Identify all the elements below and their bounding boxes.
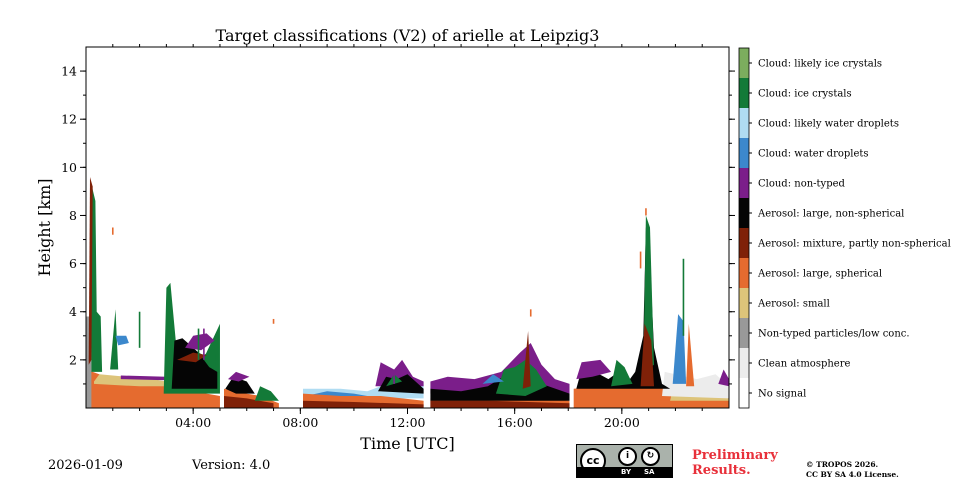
- cc-license-badge: cc i ↻ BY SA: [576, 444, 673, 478]
- legend-label-2: Non-typed particles/low conc.: [758, 329, 910, 340]
- class-region-14: [224, 396, 274, 408]
- class-spike-10: [682, 258, 685, 336]
- class-region-41: [686, 323, 695, 387]
- class-region-23: [378, 374, 424, 394]
- class-spike-6: [393, 369, 395, 384]
- class-region-30: [482, 374, 504, 384]
- x-tick-label: 04:00: [175, 415, 211, 430]
- legend-label-3: Aerosol: small: [757, 299, 830, 310]
- y-tick-label: 8: [69, 208, 77, 223]
- legend-swatch-8: [739, 138, 749, 168]
- class-spike-5: [272, 318, 275, 324]
- legend-label-7: Cloud: non-typed: [758, 179, 846, 190]
- class-region-15: [225, 376, 255, 394]
- data-gap-2: [569, 47, 574, 408]
- share-alike-icon: ↻: [641, 447, 660, 466]
- class-region-4: [88, 177, 93, 365]
- legend-swatch-11: [739, 48, 749, 78]
- x-tick-label: 12:00: [389, 415, 425, 430]
- copyright-line-1: © TROPOS 2026.: [806, 460, 879, 469]
- footer-version: Version: 4.0: [192, 458, 271, 473]
- legend-swatch-2: [739, 318, 749, 348]
- legend-colorbar-frame: [738, 47, 750, 409]
- legend-label-11: Cloud: likely ice crystals: [758, 59, 882, 70]
- y-tick-label: 14: [61, 64, 77, 79]
- cc-sa-label: SA: [644, 468, 655, 476]
- preliminary-results-note: Preliminary Results.: [692, 448, 778, 478]
- class-spike-2: [203, 328, 205, 360]
- legend-label-6: Aerosol: large, non-spherical: [757, 209, 904, 220]
- class-spike-0: [111, 227, 114, 235]
- legend-swatch-10: [739, 78, 749, 108]
- y-tick-label: 4: [69, 304, 77, 319]
- y-tick-label: 2: [69, 352, 77, 367]
- cc-badge-strip: [577, 467, 672, 477]
- legend-swatch-4: [739, 258, 749, 288]
- legend-label-1: Clean atmosphere: [758, 359, 851, 370]
- copyright-line-2: CC BY SA 4.0 License.: [806, 470, 899, 479]
- legend-swatch-5: [739, 228, 749, 258]
- class-region-29: [495, 359, 547, 396]
- class-region-26: [430, 400, 570, 408]
- class-spike-8: [639, 251, 642, 269]
- legend-label-0: No signal: [758, 389, 806, 400]
- legend-swatch-9: [739, 108, 749, 138]
- y-tick-label: 10: [61, 160, 77, 175]
- data-gap-1: [424, 47, 431, 408]
- legend-label-9: Cloud: likely water droplets: [758, 119, 899, 130]
- class-region-7: [120, 375, 167, 381]
- class-region-17: [254, 386, 279, 401]
- x-tick-label: 20:00: [604, 415, 640, 430]
- chart-title: Target classifications (V2) of arielle a…: [216, 26, 600, 45]
- attribution-person-icon: i: [618, 447, 637, 466]
- x-tick-label: 16:00: [497, 415, 533, 430]
- class-region-31: [522, 331, 531, 389]
- class-region-3: [91, 184, 103, 372]
- preliminary-line-2: Results.: [692, 463, 751, 478]
- class-region-42: [718, 369, 729, 387]
- copyright-note: © TROPOS 2026. CC BY SA 4.0 License.: [806, 460, 899, 480]
- class-spike-3: [197, 328, 200, 360]
- legend-swatch-3: [739, 288, 749, 318]
- class-spike-7: [529, 309, 532, 317]
- legend-swatch-6: [739, 198, 749, 228]
- y-axis-label: Height [km]: [35, 179, 54, 277]
- legend-label-8: Cloud: water droplets: [758, 149, 869, 160]
- class-region-39: [576, 359, 612, 380]
- preliminary-line-1: Preliminary: [692, 448, 778, 463]
- legend-label-10: Cloud: ice crystals: [758, 89, 852, 100]
- legend-swatch-1: [739, 348, 749, 378]
- footer-date: 2026-01-09: [48, 458, 123, 473]
- class-region-38: [640, 323, 654, 387]
- class-region-11: [185, 333, 215, 351]
- legend-swatch-0: [739, 378, 749, 408]
- class-region-6: [115, 335, 129, 346]
- class-region-36: [611, 359, 633, 387]
- legend-label-5: Aerosol: mixture, partly non-spherical: [757, 239, 951, 250]
- class-region-5: [110, 309, 119, 370]
- data-gap-0: [219, 47, 224, 408]
- legend-swatch-7: [739, 168, 749, 198]
- class-region-1: [94, 374, 167, 387]
- class-spike-1: [138, 311, 141, 348]
- class-spike-9: [645, 208, 647, 216]
- class-region-0: [86, 369, 220, 408]
- class-region-10: [171, 338, 218, 389]
- y-tick-label: 12: [61, 112, 77, 127]
- legend-label-4: Aerosol: large, spherical: [757, 269, 882, 280]
- x-tick-label: 08:00: [282, 415, 318, 430]
- class-region-16: [228, 371, 250, 382]
- y-tick-label: 6: [69, 256, 77, 271]
- cc-by-label: BY: [621, 468, 632, 476]
- x-axis-label: Time [UTC]: [360, 434, 454, 453]
- class-region-21: [303, 400, 424, 408]
